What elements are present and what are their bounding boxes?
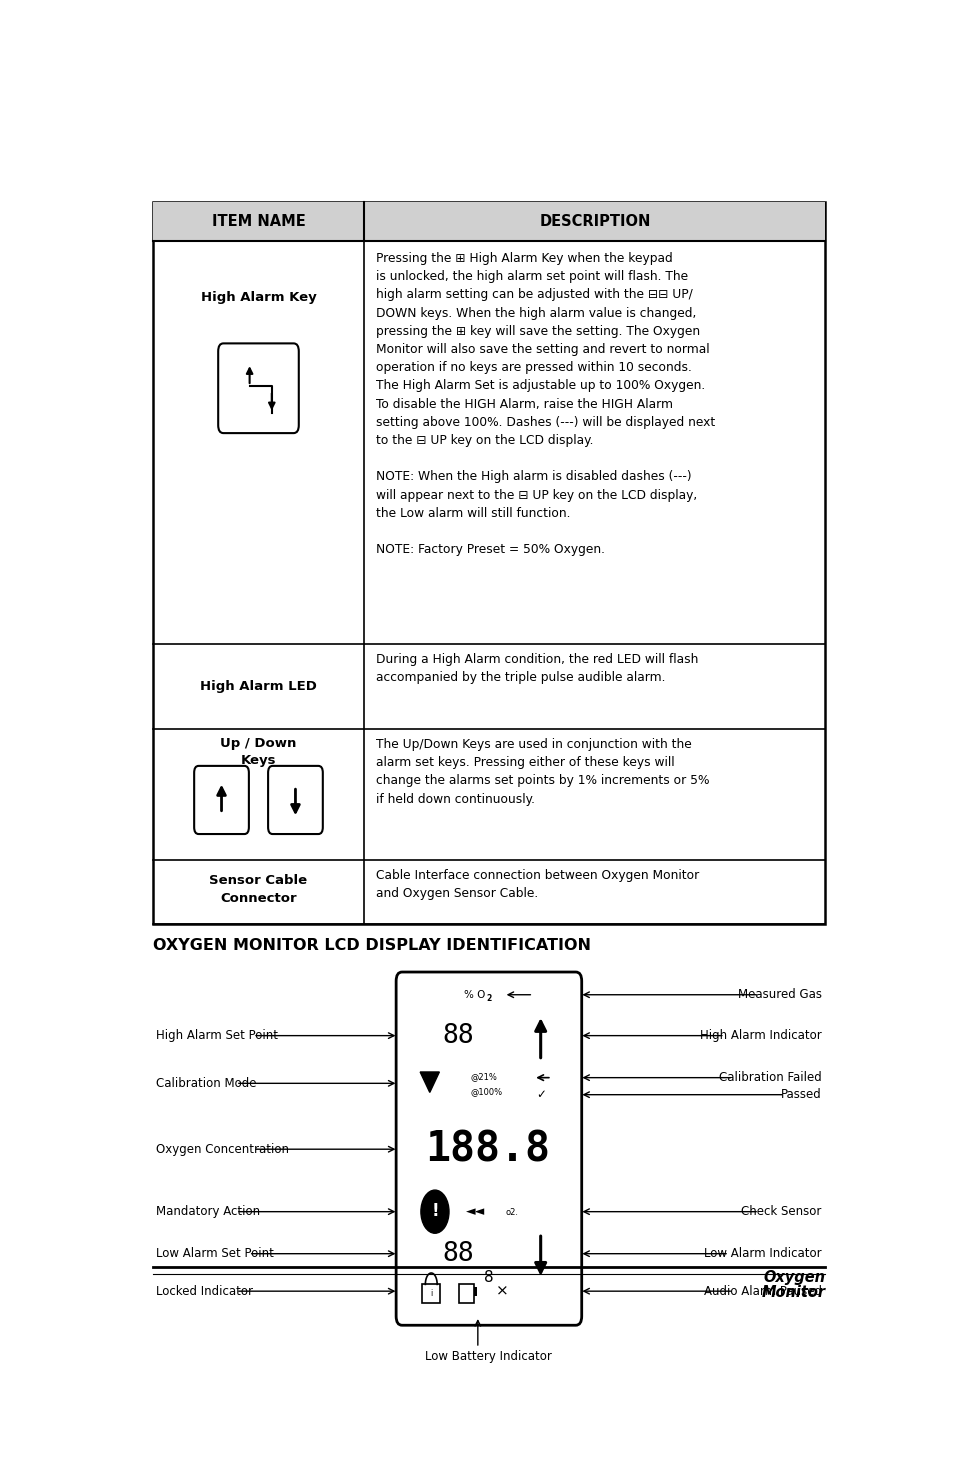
Text: Up / Down: Up / Down [220,738,296,751]
Text: 88: 88 [441,1022,474,1049]
Text: Oxygen Concentration: Oxygen Concentration [156,1143,289,1156]
Text: High Alarm Key: High Alarm Key [200,291,316,304]
Text: 188.8: 188.8 [424,1128,549,1170]
Text: Low Alarm Indicator: Low Alarm Indicator [703,1248,821,1260]
Text: Passed: Passed [781,1089,821,1102]
Text: High Alarm Set Point: High Alarm Set Point [156,1030,278,1043]
Text: Measured Gas: Measured Gas [737,988,821,1002]
Text: Mandatory Action: Mandatory Action [156,1205,260,1218]
Text: 2: 2 [486,994,492,1003]
Text: Monitor: Monitor [760,1286,824,1301]
Text: Oxygen: Oxygen [762,1270,824,1285]
Text: @21%: @21% [470,1072,497,1081]
FancyBboxPatch shape [218,344,298,434]
Text: Cable Interface connection between Oxygen Monitor
and Oxygen Sensor Cable.: Cable Interface connection between Oxyge… [375,869,698,900]
Bar [152,202,824,240]
Text: i: i [430,1289,432,1298]
Circle shape [420,1190,449,1233]
Bar [152,202,824,925]
Text: ITEM NAME: ITEM NAME [212,214,305,229]
Text: DESCRIPTION: DESCRIPTION [538,214,650,229]
Text: % O: % O [463,990,485,1000]
Text: 88: 88 [441,1240,474,1267]
Text: Low Alarm Set Point: Low Alarm Set Point [156,1248,274,1260]
Bar [459,1285,474,1302]
FancyBboxPatch shape [395,972,581,1325]
Text: ⨯: ⨯ [496,1283,508,1298]
Text: Calibration Mode: Calibration Mode [156,1077,256,1090]
Text: Pressing the ⊞ High Alarm Key when the keypad
is unlocked, the high alarm set po: Pressing the ⊞ High Alarm Key when the k… [375,252,714,556]
Text: Sensor Cable: Sensor Cable [210,875,307,886]
Text: Calibration Failed: Calibration Failed [719,1071,821,1084]
Text: Audio Alarm Paused: Audio Alarm Paused [703,1285,821,1298]
Text: During a High Alarm condition, the red LED will flash
accompanied by the triple : During a High Alarm condition, the red L… [375,653,698,684]
Text: @100%: @100% [470,1087,502,1096]
Text: 8: 8 [483,1270,494,1286]
Text: o2.: o2. [505,1208,517,1217]
Polygon shape [419,1072,439,1093]
Text: Connector: Connector [220,892,296,906]
Text: !: ! [431,1202,438,1220]
Text: High Alarm LED: High Alarm LED [200,680,316,693]
Text: Locked Indicator: Locked Indicator [156,1285,253,1298]
Text: ✓: ✓ [536,1089,545,1102]
Text: Low Battery Indicator: Low Battery Indicator [425,1350,552,1363]
Bar [422,1285,439,1302]
FancyBboxPatch shape [268,766,322,833]
Text: Keys: Keys [240,754,276,767]
Text: OXYGEN MONITOR LCD DISPLAY IDENTIFICATION: OXYGEN MONITOR LCD DISPLAY IDENTIFICATIO… [152,938,590,953]
Bar [474,1286,476,1295]
Text: High Alarm Indicator: High Alarm Indicator [700,1030,821,1043]
Text: ◄◄: ◄◄ [465,1205,485,1218]
Text: The Up/Down Keys are used in conjunction with the
alarm set keys. Pressing eithe: The Up/Down Keys are used in conjunction… [375,738,708,805]
Text: Check Sensor: Check Sensor [740,1205,821,1218]
FancyBboxPatch shape [194,766,249,833]
